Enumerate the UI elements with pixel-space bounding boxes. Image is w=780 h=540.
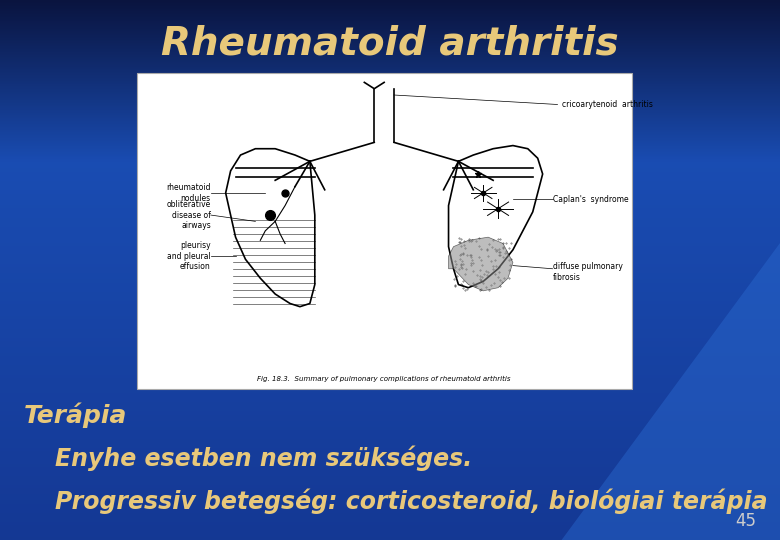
Text: obliterative
disease of
airways: obliterative disease of airways <box>167 200 211 230</box>
Text: pleurisy
and pleural
effusion: pleurisy and pleural effusion <box>167 241 211 271</box>
Polygon shape <box>448 237 513 291</box>
Text: Caplan's  syndrome: Caplan's syndrome <box>552 195 628 204</box>
Text: cricoarytenoid  arthritis: cricoarytenoid arthritis <box>562 100 654 109</box>
Text: Progressiv betegség: corticosteroid, biológiai terápia: Progressiv betegség: corticosteroid, bio… <box>55 489 768 514</box>
Text: Rheumatoid arthritis: Rheumatoid arthritis <box>161 24 619 62</box>
Text: 45: 45 <box>736 512 757 530</box>
Text: Fig. 18.3.  Summary of pulmonary complications of rheumatoid arthritis: Fig. 18.3. Summary of pulmonary complica… <box>257 376 511 382</box>
Polygon shape <box>406 243 780 540</box>
Text: Terápia: Terápia <box>23 402 127 428</box>
Text: diffuse pulmonary
fibrosis: diffuse pulmonary fibrosis <box>552 262 622 282</box>
Text: Enyhe esetben nem szükséges.: Enyhe esetben nem szükséges. <box>55 446 472 471</box>
FancyBboxPatch shape <box>136 73 632 389</box>
Text: rheumatoid
nodules: rheumatoid nodules <box>166 183 211 202</box>
